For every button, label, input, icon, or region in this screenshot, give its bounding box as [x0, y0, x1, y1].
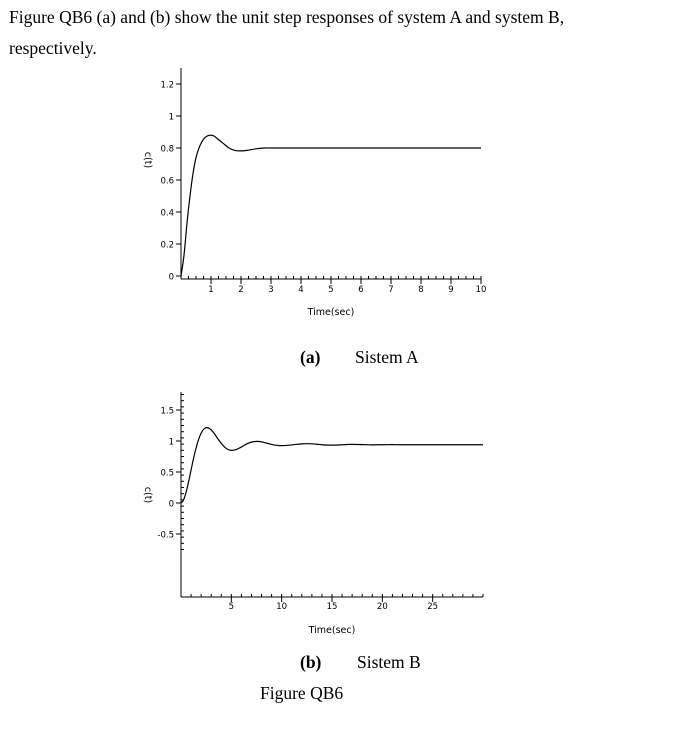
- x-tick-label: 3: [268, 285, 273, 295]
- intro-paragraph: Figure QB6 (a) and (b) show the unit ste…: [9, 2, 677, 64]
- x-tick-label: 5: [229, 602, 234, 612]
- y-tick-label: 0: [169, 500, 174, 510]
- x-tick-label: 15: [327, 602, 338, 612]
- x-tick-label: 2: [238, 285, 243, 295]
- x-axis-label: Time(sec): [308, 625, 356, 636]
- x-tick-label: 6: [358, 285, 363, 295]
- x-tick-label: 1: [208, 285, 213, 295]
- x-tick-label: 5: [328, 285, 333, 295]
- y-axis-label: c(t): [142, 487, 153, 503]
- y-tick-label: 1.2: [160, 81, 174, 91]
- x-axis-label: Time(sec): [307, 307, 355, 318]
- intro-line-2: respectively.: [9, 38, 97, 58]
- response-curve: [180, 134, 481, 277]
- y-tick-label: 0: [169, 273, 174, 283]
- x-tick-label: 4: [298, 285, 303, 295]
- y-tick-label: 1.5: [160, 407, 174, 417]
- x-tick-label: 10: [276, 602, 287, 612]
- caption-a-label: Sistem A: [355, 347, 419, 367]
- x-tick-label: 7: [388, 285, 393, 295]
- y-tick-label: 0.4: [160, 209, 174, 219]
- caption-b-label: Sistem B: [357, 652, 421, 672]
- x-tick-label: 25: [427, 602, 438, 612]
- y-tick-label: 0.8: [160, 145, 174, 155]
- y-tick-label: 0.6: [160, 177, 174, 187]
- y-tick-label: 0.2: [160, 241, 174, 251]
- caption-b-tag: (b): [300, 652, 322, 672]
- y-axis-label: c(t): [142, 152, 153, 168]
- caption-b: (b): [300, 652, 321, 673]
- y-tick-label: 1: [169, 438, 174, 448]
- caption-a: (a): [300, 347, 320, 368]
- x-tick-label: 10: [476, 285, 487, 295]
- response-curve: [180, 426, 483, 504]
- x-tick-label: 8: [418, 285, 423, 295]
- x-tick-label: 9: [448, 285, 453, 295]
- chart-system-b: -0.5 0 0.5 1 1.5 5 10 15 20 25 Time(sec) c(t): [142, 392, 484, 636]
- x-tick-label: 20: [377, 602, 388, 612]
- caption-a-tag: (a): [300, 347, 321, 367]
- chart-system-a: 0 0.2 0.4 0.6 0.8 1 1.2 1 2 3 4 5 6 7 8 9 10 Time(sec) c(t…: [142, 68, 486, 318]
- figure-caption: Figure QB6: [260, 683, 344, 703]
- y-tick-label: -0.5: [157, 531, 174, 541]
- y-tick-label: 0.5: [160, 469, 174, 479]
- intro-line-1: Figure QB6 (a) and (b) show the unit ste…: [9, 7, 565, 27]
- y-tick-label: 1: [169, 113, 174, 123]
